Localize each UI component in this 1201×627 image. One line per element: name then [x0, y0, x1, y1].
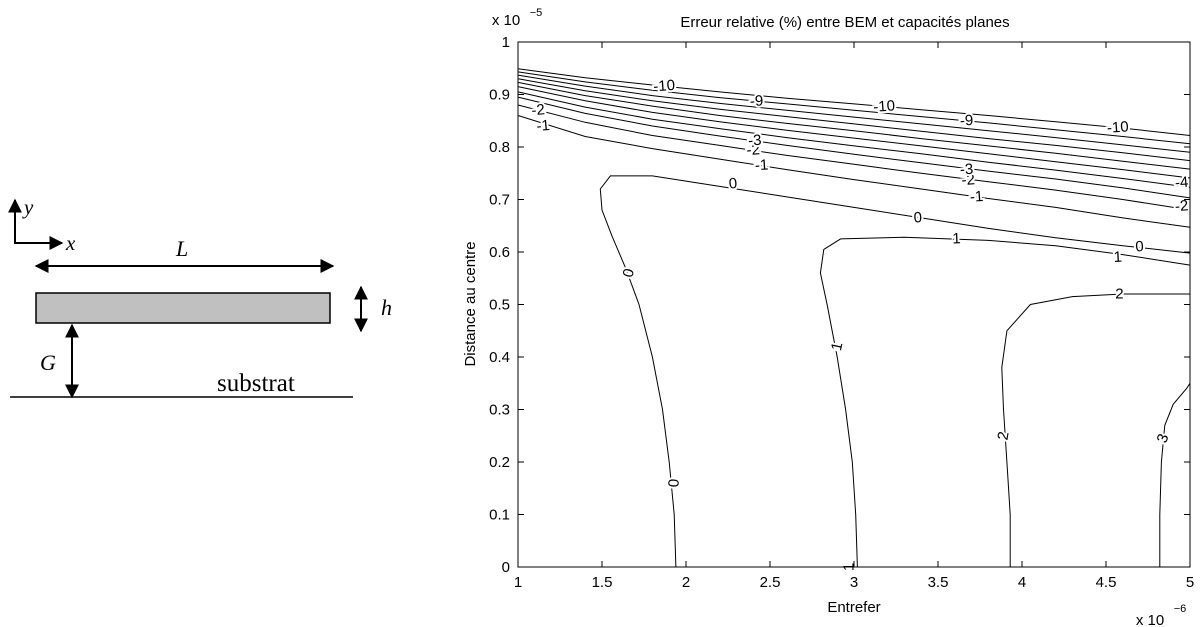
y-tick-label: 0.1 — [489, 507, 510, 524]
contour-line-level-neg7 — [517, 78, 1191, 162]
x-tick-label: 3.5 — [928, 574, 949, 591]
contour-label: 0 — [728, 175, 738, 193]
gap-label: G — [40, 350, 56, 375]
x-tick-label: 2 — [682, 574, 690, 591]
contour-label: 0 — [913, 209, 923, 227]
x-multiplier-base: x 10 — [1136, 612, 1164, 627]
x-tick-label: 4 — [1018, 574, 1026, 591]
contour-line-level-neg2 — [517, 104, 1191, 211]
contour-label: -3 — [748, 132, 762, 150]
contour-label: -1 — [536, 117, 551, 135]
x-tick-label: 5 — [1186, 574, 1194, 591]
x-tick-label: 3 — [850, 574, 858, 591]
contour-label: 1 — [952, 230, 961, 247]
contour-line-level-neg5 — [517, 86, 1191, 179]
y-multiplier-exponent: −5 — [530, 7, 543, 19]
contour-line-level-1 — [819, 236, 1191, 568]
contour-line-level-neg10 — [517, 68, 1191, 136]
beam — [35, 292, 331, 324]
contour-line-level-neg6 — [517, 81, 1191, 170]
contour-label: -1 — [754, 156, 768, 174]
contour-label: -2 — [961, 171, 975, 189]
height-label: h — [381, 295, 392, 320]
x-axis-title: Entrefer — [827, 599, 880, 616]
length-label: L — [175, 236, 188, 261]
contour-label: -10 — [653, 77, 676, 95]
contour-label: 3 — [1154, 432, 1173, 446]
contour-label: -2 — [531, 101, 546, 119]
x-axis-multiplier: x 10 −6 — [1136, 603, 1186, 627]
contour-label: -1 — [969, 188, 983, 206]
y-tick-label: 0.9 — [489, 87, 510, 104]
contour-label: -4 — [1174, 174, 1189, 192]
contour-label: 2 — [994, 430, 1012, 441]
y-axis-multiplier: x 10 −5 — [492, 7, 542, 29]
contour-line-level-2 — [1001, 293, 1190, 567]
y-tick-label: 0.2 — [489, 454, 510, 471]
contour-label: 0 — [1135, 238, 1144, 255]
contour-label: 0 — [666, 479, 683, 488]
contour-label: -2 — [746, 141, 760, 159]
y-tick-label: 0.6 — [489, 244, 510, 261]
x-axis-ticks: 1 1.5 2 2.5 3 3.5 4 4.5 5 — [514, 42, 1194, 591]
contour-line-level-neg1 — [517, 115, 1191, 228]
contour-label: 1 — [828, 341, 846, 353]
beam-diagram: y x L h G substrat — [7, 195, 392, 399]
y-tick-label: 0.5 — [489, 297, 510, 314]
contour-label: 0 — [620, 267, 639, 279]
contour-label: -3 — [959, 161, 973, 179]
y-tick-label: 0.3 — [489, 402, 510, 419]
contour-label: -9 — [959, 112, 973, 130]
x-tick-label: 1 — [514, 574, 522, 591]
y-tick-label: 0 — [502, 559, 510, 576]
y-multiplier-base: x 10 — [492, 12, 520, 29]
y-axis-ticks: 0 0.1 0.2 0.3 0.4 0.5 0.6 0.7 0.8 0.9 1 — [489, 34, 1190, 576]
contour-line-level-3 — [1159, 383, 1191, 567]
contour-label: -10 — [873, 97, 896, 115]
chart-title: Erreur relative (%) entre BEM et capacit… — [680, 14, 1009, 31]
contour-label: -9 — [749, 92, 763, 110]
contour-line-level-neg3 — [517, 96, 1191, 199]
contour-chart: Erreur relative (%) entre BEM et capacit… — [462, 7, 1194, 627]
y-axis-title: Distance au centre — [462, 241, 479, 366]
contour-label: -2 — [1174, 197, 1189, 215]
x-tick-label: 4.5 — [1096, 574, 1117, 591]
y-axis-label: y — [22, 195, 34, 219]
x-tick-label: 1.5 — [592, 574, 613, 591]
contour-label: 2 — [1115, 286, 1123, 303]
y-tick-label: 0.8 — [489, 139, 510, 156]
contour-line-level-neg9 — [517, 71, 1191, 145]
contour-lines — [517, 68, 1191, 568]
substrate-label: substrat — [217, 370, 295, 397]
x-tick-label: 2.5 — [760, 574, 781, 591]
contour-line-level-neg8 — [517, 74, 1191, 153]
contour-line-level-0 — [599, 175, 1191, 568]
x-axis-label: x — [65, 231, 76, 255]
y-tick-label: 1 — [502, 34, 510, 51]
y-tick-label: 0.7 — [489, 192, 510, 209]
contour-label: -10 — [1106, 118, 1129, 136]
x-multiplier-exponent: −6 — [1174, 603, 1187, 615]
y-tick-label: 0.4 — [489, 349, 510, 366]
contour-line-level-neg4 — [517, 91, 1191, 188]
contour-label: 1 — [1113, 249, 1122, 266]
